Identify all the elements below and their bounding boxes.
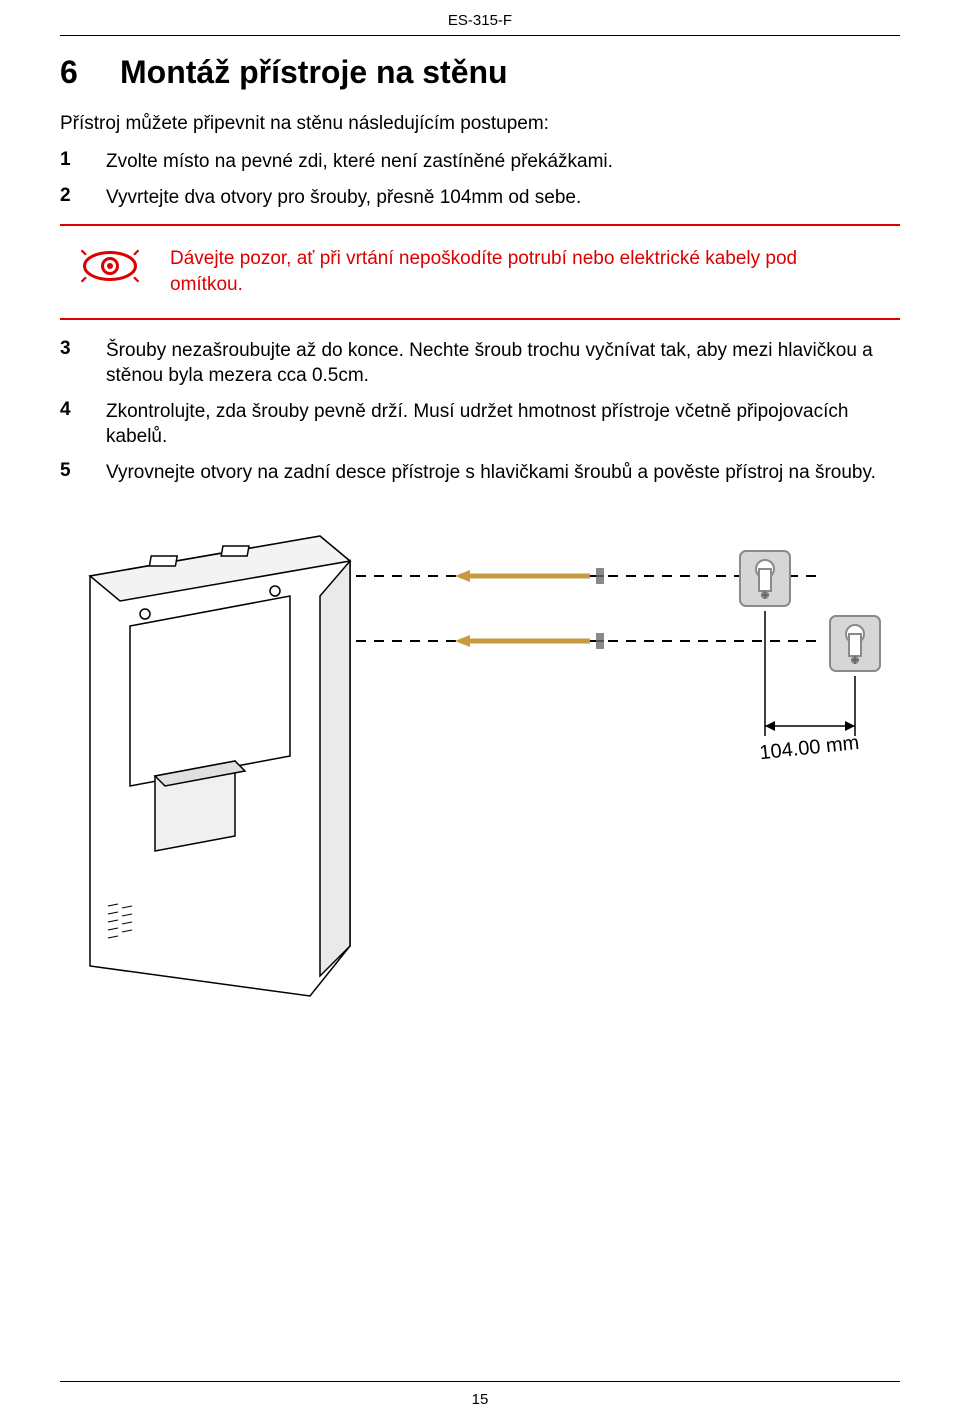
- screw-icon: [455, 568, 604, 584]
- warning-text: Dávejte pozor, ať při vrtání nepoškodíte…: [170, 246, 900, 297]
- step-number: 4: [60, 399, 106, 450]
- step-number: 2: [60, 185, 106, 211]
- step-text: Vyrovnejte otvory na zadní desce přístro…: [106, 460, 900, 486]
- warning-box: Dávejte pozor, ať při vrtání nepoškodíte…: [60, 240, 900, 303]
- step-text: Zkontrolujte, zda šrouby pevně drží. Mus…: [106, 399, 900, 450]
- page-number: 15: [0, 1391, 960, 1408]
- footer-rule: [60, 1381, 900, 1382]
- eye-warning-icon: [80, 246, 160, 296]
- screw-icon: [455, 633, 604, 649]
- step-row: 4 Zkontrolujte, zda šrouby pevně drží. M…: [60, 399, 900, 450]
- step-number: 5: [60, 460, 106, 486]
- step-text: Vyvrtejte dva otvory pro šrouby, přesně …: [106, 185, 900, 211]
- mount-bracket-icon: [740, 551, 790, 606]
- step-row: 1 Zvolte místo na pevné zdi, které není …: [60, 149, 900, 175]
- intro-text: Přístroj můžete připevnit na stěnu násle…: [60, 113, 900, 135]
- step-text: Šrouby nezašroubujte až do konce. Nechte…: [106, 338, 900, 389]
- section-title-text: Montáž přístroje na stěnu: [120, 54, 508, 90]
- mounting-diagram: 104.00 mm: [60, 506, 900, 1026]
- section-title: 6Montáž přístroje na stěnu: [60, 54, 900, 91]
- step-row: 3 Šrouby nezašroubujte až do konce. Nech…: [60, 338, 900, 389]
- dimension-label: 104.00 mm: [758, 732, 860, 764]
- warning-top-rule: [60, 224, 900, 226]
- step-row: 5 Vyrovnejte otvory na zadní desce příst…: [60, 460, 900, 486]
- step-row: 2 Vyvrtejte dva otvory pro šrouby, přesn…: [60, 185, 900, 211]
- step-number: 1: [60, 149, 106, 175]
- top-rule: [60, 35, 900, 36]
- mount-bracket-icon: [830, 616, 880, 671]
- step-text: Zvolte místo na pevné zdi, které není za…: [106, 149, 900, 175]
- warning-bottom-rule: [60, 318, 900, 320]
- step-number: 3: [60, 338, 106, 389]
- header-code: ES-315-F: [60, 0, 900, 35]
- device-backplate-icon: [90, 536, 350, 996]
- section-number: 6: [60, 54, 120, 91]
